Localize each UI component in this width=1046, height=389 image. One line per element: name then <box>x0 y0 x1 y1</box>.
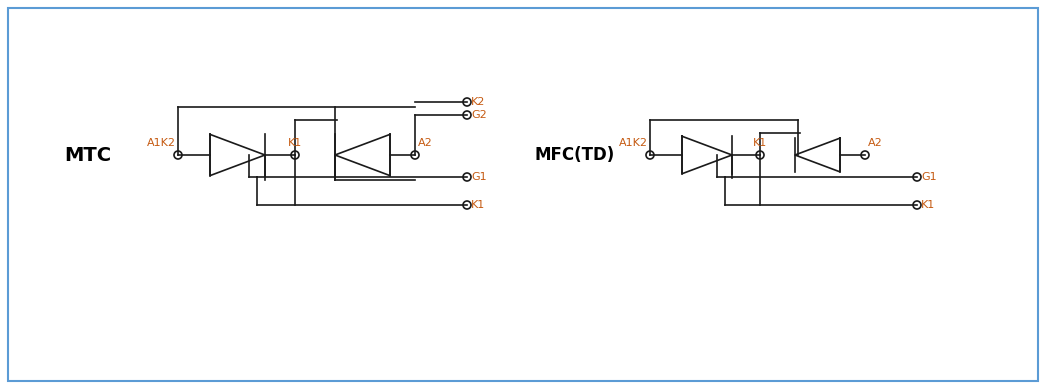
Text: A1K2: A1K2 <box>619 138 649 148</box>
Text: MFC(TD): MFC(TD) <box>535 146 615 164</box>
Text: G2: G2 <box>471 110 486 120</box>
Text: A2: A2 <box>418 138 433 148</box>
Text: K1: K1 <box>288 138 302 148</box>
Text: MTC: MTC <box>65 145 112 165</box>
Text: A1K2: A1K2 <box>147 138 176 148</box>
Text: G1: G1 <box>471 172 486 182</box>
Text: K1: K1 <box>920 200 935 210</box>
Text: K1: K1 <box>753 138 767 148</box>
Text: G1: G1 <box>920 172 936 182</box>
Text: A2: A2 <box>868 138 883 148</box>
Text: K1: K1 <box>471 200 485 210</box>
Text: K2: K2 <box>471 97 485 107</box>
